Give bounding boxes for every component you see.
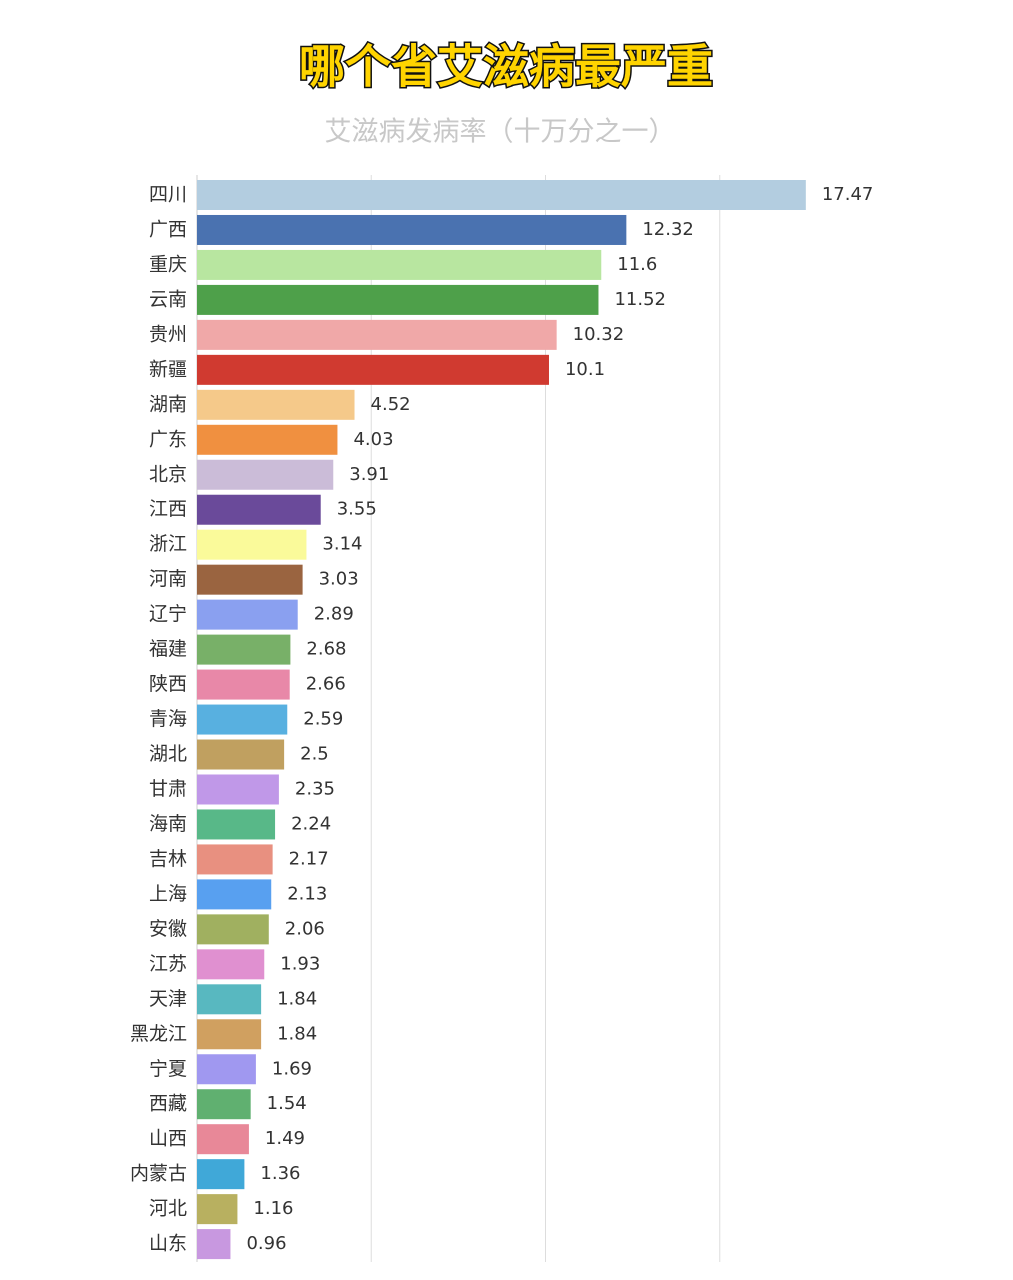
bar bbox=[197, 704, 288, 735]
y-tick-label: 江苏 bbox=[149, 953, 187, 975]
bar bbox=[197, 599, 298, 630]
bar bbox=[197, 319, 557, 350]
y-tick-label: 北京 bbox=[149, 463, 187, 485]
bar bbox=[197, 354, 549, 385]
bar bbox=[197, 249, 602, 280]
value-label: 2.59 bbox=[303, 709, 343, 730]
y-tick-label: 河南 bbox=[149, 568, 187, 590]
y-tick-label: 福建 bbox=[149, 638, 187, 660]
bar bbox=[197, 634, 291, 665]
bar bbox=[197, 1054, 256, 1085]
bar bbox=[197, 284, 599, 315]
value-label: 1.16 bbox=[253, 1198, 293, 1219]
value-label: 2.89 bbox=[314, 604, 354, 625]
y-tick-label: 新疆 bbox=[149, 358, 187, 380]
y-tick-label: 浙江 bbox=[149, 533, 187, 555]
value-label: 1.84 bbox=[277, 1023, 317, 1044]
bar bbox=[197, 214, 627, 245]
y-tick-label: 天津 bbox=[149, 988, 187, 1010]
value-label: 10.1 bbox=[565, 359, 605, 380]
y-tick-label: 山西 bbox=[149, 1128, 187, 1150]
value-label: 1.49 bbox=[265, 1128, 305, 1149]
y-tick-label: 辽宁 bbox=[149, 603, 187, 625]
value-label: 3.55 bbox=[337, 499, 377, 520]
bar bbox=[197, 949, 265, 980]
bar bbox=[197, 1019, 262, 1050]
value-label: 11.6 bbox=[617, 254, 657, 275]
bar bbox=[197, 1229, 231, 1260]
bar bbox=[197, 809, 276, 840]
bar bbox=[197, 459, 334, 490]
y-tick-label: 重庆 bbox=[149, 253, 187, 275]
value-label: 10.32 bbox=[573, 324, 625, 345]
y-tick-label: 甘肃 bbox=[149, 778, 187, 800]
y-tick-label: 贵州 bbox=[149, 323, 187, 345]
y-tick-label: 广东 bbox=[149, 428, 187, 450]
y-tick-label: 西藏 bbox=[149, 1093, 187, 1115]
value-label: 2.24 bbox=[291, 813, 331, 834]
y-tick-label: 四川 bbox=[149, 184, 187, 206]
y-tick-label: 湖南 bbox=[149, 393, 187, 415]
y-tick-label: 云南 bbox=[149, 288, 187, 310]
chart-subtitle: 艾滋病发病率（十万分之一） bbox=[325, 117, 676, 148]
value-label: 2.35 bbox=[295, 778, 335, 799]
bar bbox=[197, 669, 290, 700]
value-label: 4.03 bbox=[353, 429, 393, 450]
value-label: 2.06 bbox=[285, 918, 325, 939]
value-label: 2.17 bbox=[289, 848, 329, 869]
bar bbox=[197, 774, 279, 805]
value-label: 2.13 bbox=[287, 883, 327, 904]
y-tick-label: 海南 bbox=[149, 813, 187, 835]
y-tick-label: 河北 bbox=[149, 1198, 187, 1220]
value-label: 3.91 bbox=[349, 464, 389, 485]
bar bbox=[197, 879, 272, 910]
y-tick-label: 江西 bbox=[149, 498, 187, 520]
bar bbox=[197, 389, 355, 420]
y-tick-label: 安徽 bbox=[149, 918, 187, 940]
value-label: 1.69 bbox=[272, 1058, 312, 1079]
value-label: 2.5 bbox=[300, 744, 329, 765]
value-label: 1.54 bbox=[267, 1093, 307, 1114]
value-label: 3.14 bbox=[322, 534, 362, 555]
bar bbox=[197, 984, 262, 1015]
value-label: 11.52 bbox=[614, 289, 666, 310]
value-label: 12.32 bbox=[642, 219, 694, 240]
y-tick-label: 湖北 bbox=[149, 743, 187, 765]
value-label: 0.96 bbox=[246, 1233, 286, 1254]
value-label: 1.93 bbox=[280, 953, 320, 974]
bar bbox=[197, 844, 273, 875]
value-label: 17.47 bbox=[822, 184, 874, 205]
y-tick-label: 宁夏 bbox=[149, 1058, 187, 1080]
value-label: 1.36 bbox=[260, 1163, 300, 1184]
chart-title: 哪个省艾滋病最严重 bbox=[299, 40, 713, 94]
y-tick-label: 山东 bbox=[149, 1233, 187, 1255]
y-tick-label: 陕西 bbox=[149, 673, 187, 695]
bar bbox=[197, 914, 269, 945]
bar bbox=[197, 1089, 251, 1120]
bar bbox=[197, 529, 307, 560]
y-tick-label: 黑龙江 bbox=[130, 1023, 187, 1045]
bar bbox=[197, 1159, 245, 1190]
bar bbox=[197, 1124, 249, 1155]
value-label: 2.68 bbox=[306, 639, 346, 660]
bar bbox=[197, 494, 321, 525]
bar bbox=[197, 424, 338, 455]
y-tick-label: 内蒙古 bbox=[130, 1163, 187, 1185]
y-tick-label: 吉林 bbox=[149, 848, 187, 870]
y-tick-label: 广西 bbox=[149, 218, 187, 240]
value-label: 2.66 bbox=[306, 674, 346, 695]
bar bbox=[197, 564, 303, 595]
value-label: 1.84 bbox=[277, 988, 317, 1009]
bar bbox=[197, 1194, 238, 1225]
bar bbox=[197, 180, 806, 210]
y-tick-label: 青海 bbox=[149, 708, 187, 730]
bar bbox=[197, 739, 285, 770]
value-label: 3.03 bbox=[319, 569, 359, 590]
value-label: 4.52 bbox=[371, 394, 411, 415]
y-tick-label: 上海 bbox=[149, 883, 187, 905]
